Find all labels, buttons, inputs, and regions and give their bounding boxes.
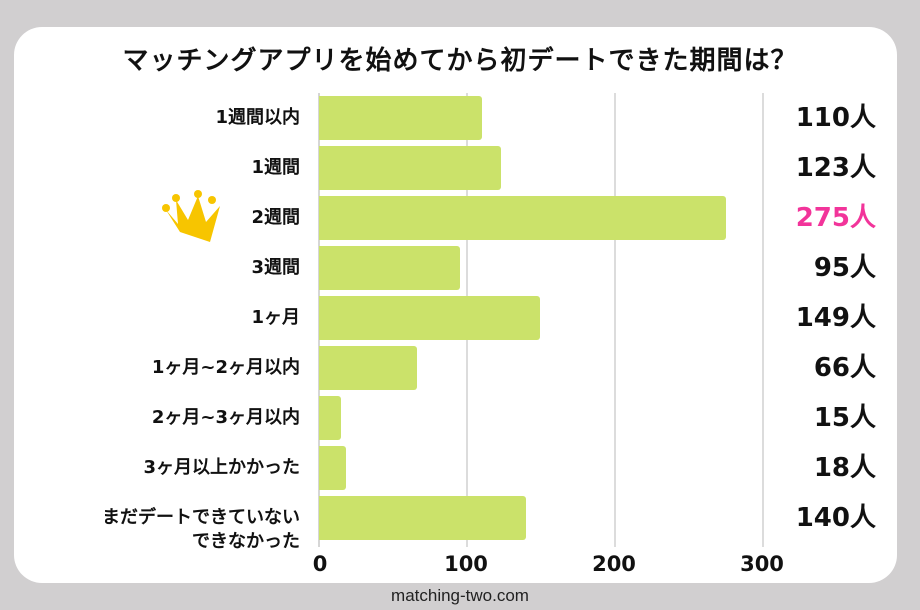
bar: [319, 346, 417, 390]
value-label: 140人: [795, 503, 876, 533]
bar-row: 2週間 275人: [0, 196, 920, 240]
bar-row: 1週間以内 110人: [0, 96, 920, 140]
category-label: 3ヶ月以上かかった: [143, 457, 300, 478]
category-label-line2: できなかった: [192, 531, 300, 552]
value-label: 95人: [813, 253, 876, 283]
bar: [319, 496, 527, 540]
crown-icon: [162, 190, 220, 242]
gridline-300: [762, 93, 764, 547]
bar-row: 1ヶ月~2ヶ月以内 66人: [0, 346, 920, 390]
category-label-line1: まだデートできていない: [102, 507, 300, 528]
category-label: まだデートできていないできなかった: [102, 506, 300, 552]
category-label: 1週間以内: [215, 107, 300, 128]
value-label: 18人: [813, 453, 876, 483]
bar-row: 1ヶ月 149人: [0, 296, 920, 340]
category-label: 2ヶ月~3ヶ月以内: [151, 407, 300, 428]
site-credit: matching-two.com: [391, 586, 529, 605]
bar: [319, 196, 726, 240]
bar-row: まだデートできていないできなかった 140人: [0, 496, 920, 552]
bar: [319, 246, 460, 290]
chart-title: マッチングアプリを始めてから初デートできた期間は？: [122, 46, 798, 76]
bar: [319, 96, 482, 140]
bar: [319, 396, 342, 440]
gridline-200: [614, 93, 616, 547]
category-label: 1ヶ月~2ヶ月以内: [151, 357, 300, 378]
bar: [319, 146, 502, 190]
bar-row: 1週間 123人: [0, 146, 920, 190]
x-tick-200: 200: [592, 552, 636, 576]
x-tick-300: 300: [740, 552, 784, 576]
bar: [319, 446, 346, 490]
value-label: 110人: [795, 103, 876, 133]
bar-row: 3週間 95人: [0, 246, 920, 290]
category-label: 1週間: [251, 157, 300, 178]
category-label: 1ヶ月: [251, 307, 300, 328]
value-label: 275人: [795, 203, 876, 233]
x-tick-0: 0: [312, 552, 328, 576]
value-label: 15人: [813, 403, 876, 433]
value-label: 66人: [813, 353, 876, 383]
bar-row: 2ヶ月~3ヶ月以内 15人: [0, 396, 920, 440]
value-label: 123人: [795, 153, 876, 183]
bar: [319, 296, 540, 340]
category-label: 2週間: [251, 207, 300, 228]
x-tick-100: 100: [444, 552, 488, 576]
bar-row: 3ヶ月以上かかった 18人: [0, 446, 920, 490]
category-label: 3週間: [251, 257, 300, 278]
value-label: 149人: [795, 303, 876, 333]
